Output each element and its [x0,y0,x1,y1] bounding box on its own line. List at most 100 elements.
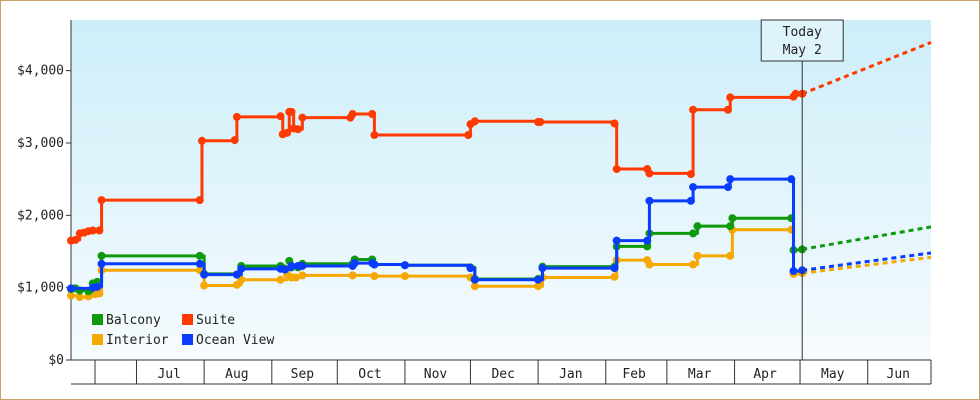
data-point [287,107,296,116]
legend-label: Suite [196,313,235,328]
data-point [197,136,206,145]
data-point [195,251,204,260]
data-point [195,196,204,205]
data-point [370,272,379,281]
data-point [726,175,735,184]
data-point [370,260,379,269]
data-point [283,128,292,137]
data-point [95,289,104,298]
data-point [726,93,735,102]
data-point [93,282,102,291]
data-point [693,222,702,231]
data-point [612,165,621,174]
data-point [67,291,75,300]
data-point [370,131,379,140]
y-tick-label: $0 [48,353,64,368]
x-tick-label: Apr [753,367,777,382]
series-line [71,177,804,290]
data-point [612,236,621,245]
data-point [276,112,285,121]
legend-label: Interior [106,333,169,348]
series-projection [802,255,932,275]
x-tick-label: May [821,367,845,382]
data-point [75,293,84,302]
data-point [689,183,698,192]
x-tick-label: Jun [887,367,910,382]
data-point [610,119,619,128]
data-point [645,196,654,205]
data-point [726,251,735,260]
data-point [724,105,733,114]
x-tick-label: Jul [157,367,180,382]
data-point [789,267,798,276]
data-point [693,251,702,260]
data-point [195,259,204,268]
data-point [368,110,377,119]
data-point [466,264,475,273]
legend-swatch [92,334,103,345]
series-ocean-view [67,175,932,293]
x-tick-label: Oct [358,367,381,382]
today-callout-label: Today [783,25,822,40]
data-point [298,113,307,122]
series-projection [801,225,932,251]
data-point [280,265,289,274]
data-point [470,282,479,291]
plot-area [71,20,931,360]
x-tick-label: Nov [424,367,448,382]
data-point [67,284,75,293]
x-tick-label: Dec [491,367,514,382]
data-point [536,118,545,126]
legend-swatch [182,334,193,345]
data-point [276,275,285,284]
data-point [348,110,357,119]
data-point [728,214,737,223]
data-point [534,282,543,291]
data-point [643,236,652,245]
x-tick-label: Sep [291,367,315,382]
data-point [538,264,547,273]
data-point [71,235,80,244]
data-point [470,275,479,284]
data-point [348,271,357,280]
data-point [298,261,307,270]
x-tick-label: Feb [622,367,646,382]
data-point [726,222,735,231]
data-point [610,272,619,281]
data-point [645,169,654,178]
data-point [230,136,239,145]
legend-swatch [92,314,103,325]
data-point [200,270,209,279]
data-point [534,275,543,284]
data-point [787,175,796,184]
legend-label: Balcony [106,313,161,328]
data-point [88,226,97,235]
y-tick-label: $3,000 [17,136,64,151]
data-point [400,261,409,270]
data-point [298,271,307,280]
series-suite [67,41,932,245]
series-projection [802,251,932,272]
data-point [95,226,104,235]
data-point [689,260,698,269]
data-point [724,183,733,192]
legend-swatch [182,314,193,325]
data-point [97,196,106,205]
data-point [400,272,409,281]
data-point [232,112,241,121]
data-point [645,260,654,269]
data-point [791,89,800,98]
x-tick-label: Jan [559,367,582,382]
data-point [232,270,241,279]
x-tick-label: Aug [225,367,248,382]
y-tick-label: $1,000 [17,281,64,296]
data-point [643,242,652,251]
legend: Balcony Suite Interior Ocean View [92,313,274,348]
today-callout-date: May 2 [783,43,822,58]
legend-label: Ocean View [196,333,274,348]
data-point [610,264,619,273]
data-point [464,131,473,140]
data-point [689,229,698,238]
x-tick-label: Mar [688,367,712,382]
